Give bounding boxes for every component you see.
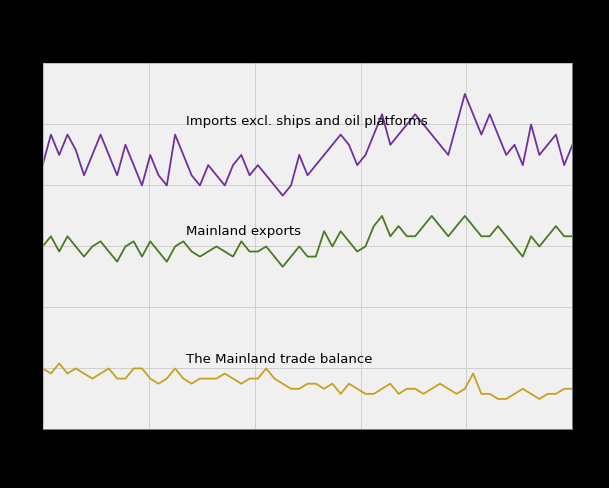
Text: Mainland exports: Mainland exports: [186, 225, 301, 238]
Text: The Mainland trade balance: The Mainland trade balance: [186, 353, 372, 366]
Text: Imports excl. ships and oil platforms: Imports excl. ships and oil platforms: [186, 116, 428, 128]
